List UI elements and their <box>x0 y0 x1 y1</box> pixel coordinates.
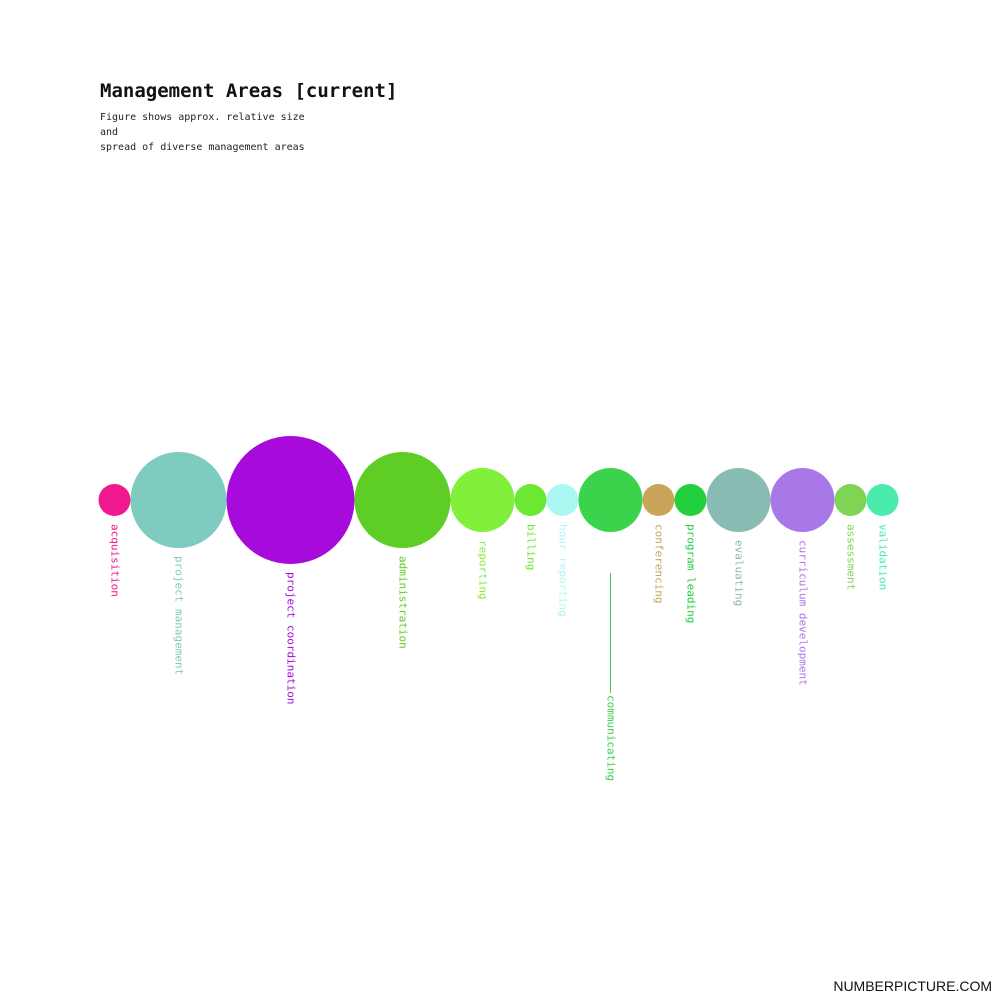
label-billing: billing <box>525 524 538 570</box>
label-assessment: assessment <box>845 524 858 590</box>
bubble-communicating <box>578 468 643 532</box>
bubble-project-coordination <box>226 436 355 564</box>
bubble-conferencing <box>642 484 675 516</box>
bubble-reporting <box>450 468 515 532</box>
bubble-program-leading <box>674 484 707 516</box>
label-conferencing: conferencing <box>653 524 666 603</box>
chart-title: Management Areas [current] <box>100 80 398 102</box>
brand-logo-text[interactable]: NUMBERPICTURE.COM <box>833 978 992 994</box>
label-acquisition: acquisition <box>109 524 122 597</box>
label-program-leading: program leading <box>685 524 698 623</box>
bubble-validation <box>866 484 899 516</box>
label-evaluating: evaluating <box>733 540 746 606</box>
label-validation: validation <box>877 524 890 590</box>
bubble-acquisition <box>98 484 131 516</box>
bubble-evaluating <box>706 468 771 532</box>
label-reporting: reporting <box>477 540 490 600</box>
bubble-project-management <box>130 452 227 548</box>
subtitle-line-1: Figure shows approx. relative size and <box>100 112 305 138</box>
label-communicating: communicating <box>605 695 618 781</box>
bubble-administration <box>354 452 451 548</box>
bubble-billing <box>514 484 547 516</box>
bubble-assessment <box>834 484 867 516</box>
chart-subtitle: Figure shows approx. relative size and s… <box>100 110 320 155</box>
label-hour-reporting: hour reporting <box>557 524 570 617</box>
bubble-hour-reporting <box>546 484 579 516</box>
bubble-curriculum-development <box>770 468 835 532</box>
label-project-management: project management <box>173 556 186 675</box>
label-administration: administration <box>397 556 410 649</box>
label-project-coordination: project coordination <box>285 572 298 704</box>
subtitle-line-2: spread of diverse management areas <box>100 142 305 153</box>
label-curriculum-development: curriculum development <box>797 540 810 686</box>
